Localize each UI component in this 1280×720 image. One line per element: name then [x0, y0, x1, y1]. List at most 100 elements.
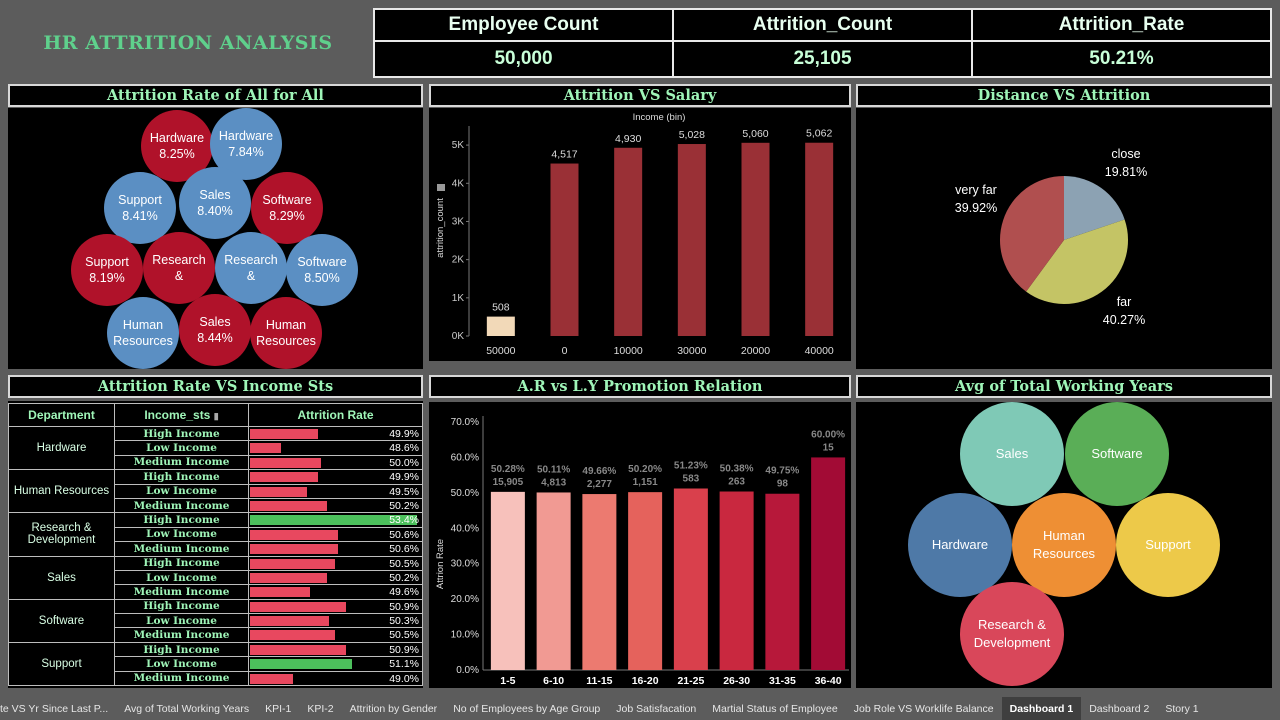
salary-y-tick: 1K	[452, 293, 465, 304]
promotion-bar[interactable]	[811, 457, 846, 670]
attrition-rate-cell[interactable]: 50.2%	[248, 497, 423, 514]
tab-job-role-vs-worklife-balance[interactable]: Job Role VS Worklife Balance	[853, 702, 994, 715]
attrition-rate-cell[interactable]: 51.1%	[248, 656, 423, 672]
bubble-hardware[interactable]: Hardware 7.84%	[210, 108, 282, 180]
salary-bar[interactable]	[486, 316, 515, 336]
attrition-rate-cell[interactable]: 50.6%	[248, 526, 423, 543]
tab-martial-status-of-employee[interactable]: Martial Status of Employee	[712, 702, 838, 715]
attrition-rate-bar	[250, 429, 318, 439]
attrition-rate-value: 50.3%	[389, 615, 419, 628]
col-header-department[interactable]: Department	[8, 403, 115, 427]
promotion-bar[interactable]	[490, 491, 525, 670]
wy-bubble-research-development[interactable]: Research & Development	[960, 582, 1064, 686]
attrition-rate-cell[interactable]: 50.0%	[248, 454, 423, 471]
bubble-support[interactable]: Support 8.41%	[104, 172, 176, 244]
salary-chart-panel[interactable]: Income (bin) attrition_count 0K 1K 2K 3K 4K 5…	[429, 108, 851, 361]
promotion-bar[interactable]	[582, 494, 617, 670]
tab-kpi-1[interactable]: KPI-1	[265, 702, 292, 715]
bar-chart-icon	[437, 184, 445, 191]
bubble-software[interactable]: Software 8.29%	[251, 172, 323, 244]
attrition-rate-cell[interactable]: 48.6%	[248, 440, 423, 456]
tab-te-vs-yr-since-last-p[interactable]: te VS Yr Since Last P...	[0, 702, 109, 715]
bubble-research[interactable]: Research &	[215, 232, 287, 304]
pie-slice-close[interactable]	[1064, 176, 1125, 240]
bubble-software[interactable]: Software 8.50%	[286, 234, 358, 306]
tab-avg-of-total-working-years[interactable]: Avg of Total Working Years	[124, 702, 250, 715]
bubble-human[interactable]: Human Resources	[107, 297, 179, 369]
promotion-bar-count-label: 15	[823, 442, 835, 453]
salary-bar[interactable]	[805, 142, 834, 336]
wy-bubble-human-resources[interactable]: Human Resources	[1012, 493, 1116, 597]
promotion-bar[interactable]	[765, 493, 800, 670]
attrition-rate-cell[interactable]: 49.9%	[248, 469, 423, 485]
salary-bar[interactable]	[741, 142, 770, 336]
tab-kpi-2[interactable]: KPI-2	[307, 702, 334, 715]
wy-bubble-software[interactable]: Software	[1065, 402, 1169, 506]
promotion-bar-count-label: 583	[683, 473, 700, 484]
attrition-rate-cell[interactable]: 50.5%	[248, 555, 423, 571]
bubble-sales[interactable]: Sales 8.40%	[179, 167, 251, 239]
attrition-rate-cell[interactable]: 50.2%	[248, 569, 423, 586]
attrition-rate-cell[interactable]: 50.5%	[248, 627, 423, 643]
attrition-rate-cell[interactable]: 49.0%	[248, 670, 423, 687]
attrition-rate-bar	[250, 673, 293, 684]
salary-bar-chart[interactable]: Income (bin) attrition_count 0K 1K 2K 3K 4K 5…	[429, 108, 851, 361]
wy-bubble-support[interactable]: Support	[1116, 493, 1220, 597]
attrition-rate-bar	[250, 515, 418, 526]
bubble-support[interactable]: Support 8.19%	[71, 234, 143, 306]
promotion-bar[interactable]	[536, 492, 571, 670]
salary-bar[interactable]	[550, 163, 579, 336]
tab-job-satisfacation[interactable]: Job Satisfacation	[616, 702, 697, 715]
attrition-rate-bar	[250, 443, 282, 454]
col-header-income-sts-label: Income_sts	[144, 408, 211, 422]
bubble-hardware[interactable]: Hardware 8.25%	[141, 110, 213, 182]
promotion-bar[interactable]	[628, 492, 663, 670]
promotion-x-tick: 26-30	[723, 675, 750, 687]
attrition-rate-cell[interactable]: 50.9%	[248, 598, 423, 615]
distance-pie-panel[interactable]: close 19.81% far 40.27% very far 39.92%	[856, 108, 1272, 369]
attrition-rate-value: 50.0%	[389, 456, 419, 469]
wy-bubble-hardware[interactable]: Hardware	[908, 493, 1012, 597]
pie-slice-far[interactable]	[1026, 219, 1128, 304]
salary-bar[interactable]	[614, 147, 643, 336]
salary-bar[interactable]	[677, 144, 706, 336]
kpi-label: Attrition_Count	[674, 10, 971, 42]
promotion-y-tick: 0.0%	[456, 665, 479, 676]
tab-story-1[interactable]: Story 1	[1165, 702, 1199, 715]
wy-bubble-sales[interactable]: Sales	[960, 402, 1064, 506]
salary-y-tick: 5K	[452, 140, 465, 151]
promotion-bar[interactable]	[719, 491, 754, 670]
salary-y-tick: 4K	[452, 178, 465, 189]
attrition-rate-cell[interactable]: 49.6%	[248, 584, 423, 600]
attrition-rate-cell[interactable]: 50.3%	[248, 613, 423, 629]
attrition-rate-cell[interactable]: 49.5%	[248, 483, 423, 499]
tab-attrition-by-gender[interactable]: Attrition by Gender	[349, 702, 438, 715]
bubble-label: Support	[85, 255, 129, 269]
tab-dashboard-1[interactable]: Dashboard 1	[1001, 697, 1082, 720]
promotion-bar-chart[interactable]: Attrion Rate 0.0% 10.0% 20.0% 30.0% 40.0% 50.…	[429, 402, 851, 688]
kpi-attrition-rate: Attrition_Rate 50.21%	[973, 10, 1270, 76]
promotion-bar[interactable]	[673, 488, 708, 670]
attrition-rate-cell[interactable]: 53.4%	[248, 512, 423, 528]
bubble-research[interactable]: Research &	[143, 232, 215, 304]
col-header-attrition-rate[interactable]: Attrition Rate	[248, 403, 423, 427]
working-years-bubble-chart[interactable]: Sales Software Hardware Human Resources Supp…	[856, 402, 1272, 688]
tab-dashboard-2[interactable]: Dashboard 2	[1089, 702, 1150, 715]
col-header-income-sts[interactable]: Income_sts ▮	[114, 403, 249, 427]
pie-slice-very-far[interactable]	[1000, 176, 1064, 292]
tab-no-of-employees-by-age-group[interactable]: No of Employees by Age Group	[453, 702, 601, 715]
income-sts-cell: High Income	[114, 598, 249, 615]
attrition-rate-cell[interactable]: 50.9%	[248, 641, 423, 658]
attrition-rate-cell[interactable]: 49.9%	[248, 425, 423, 442]
bubble-human[interactable]: Human Resources	[250, 297, 322, 369]
promotion-y-tick: 30.0%	[451, 559, 479, 570]
promotion-chart-panel[interactable]: Attrion Rate 0.0% 10.0% 20.0% 30.0% 40.0% 50.…	[429, 402, 851, 688]
salary-x-tick: 50000	[486, 345, 515, 357]
bubble-chart-attrition-all[interactable]: Hardware 8.25% Hardware 7.84% Support 8.41% Sa…	[8, 108, 423, 369]
sort-icon[interactable]: ▮	[213, 411, 219, 421]
department-cell: Sales	[8, 555, 115, 600]
bubble-sales[interactable]: Sales 8.44%	[179, 294, 251, 366]
pie-label: very far	[955, 183, 997, 197]
attrition-rate-cell[interactable]: 50.6%	[248, 541, 423, 557]
distance-pie-chart[interactable]: close 19.81% far 40.27% very far 39.92%	[856, 108, 1272, 369]
